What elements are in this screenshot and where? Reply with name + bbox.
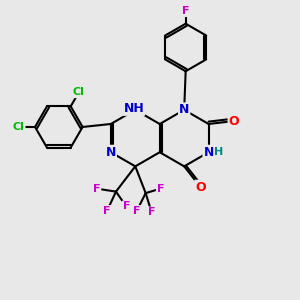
Text: F: F bbox=[123, 202, 130, 212]
Text: F: F bbox=[93, 184, 100, 194]
Text: F: F bbox=[133, 206, 140, 216]
Text: N: N bbox=[106, 146, 116, 159]
Text: NH: NH bbox=[123, 102, 144, 115]
Text: O: O bbox=[195, 181, 206, 194]
Text: F: F bbox=[148, 207, 155, 218]
Text: Cl: Cl bbox=[13, 122, 25, 132]
Text: Cl: Cl bbox=[73, 87, 85, 97]
Text: N: N bbox=[179, 103, 189, 116]
Text: N: N bbox=[203, 146, 214, 159]
Text: F: F bbox=[103, 206, 111, 216]
Text: F: F bbox=[182, 6, 189, 16]
Text: H: H bbox=[214, 147, 224, 157]
Text: F: F bbox=[157, 184, 164, 194]
Text: O: O bbox=[229, 115, 239, 128]
